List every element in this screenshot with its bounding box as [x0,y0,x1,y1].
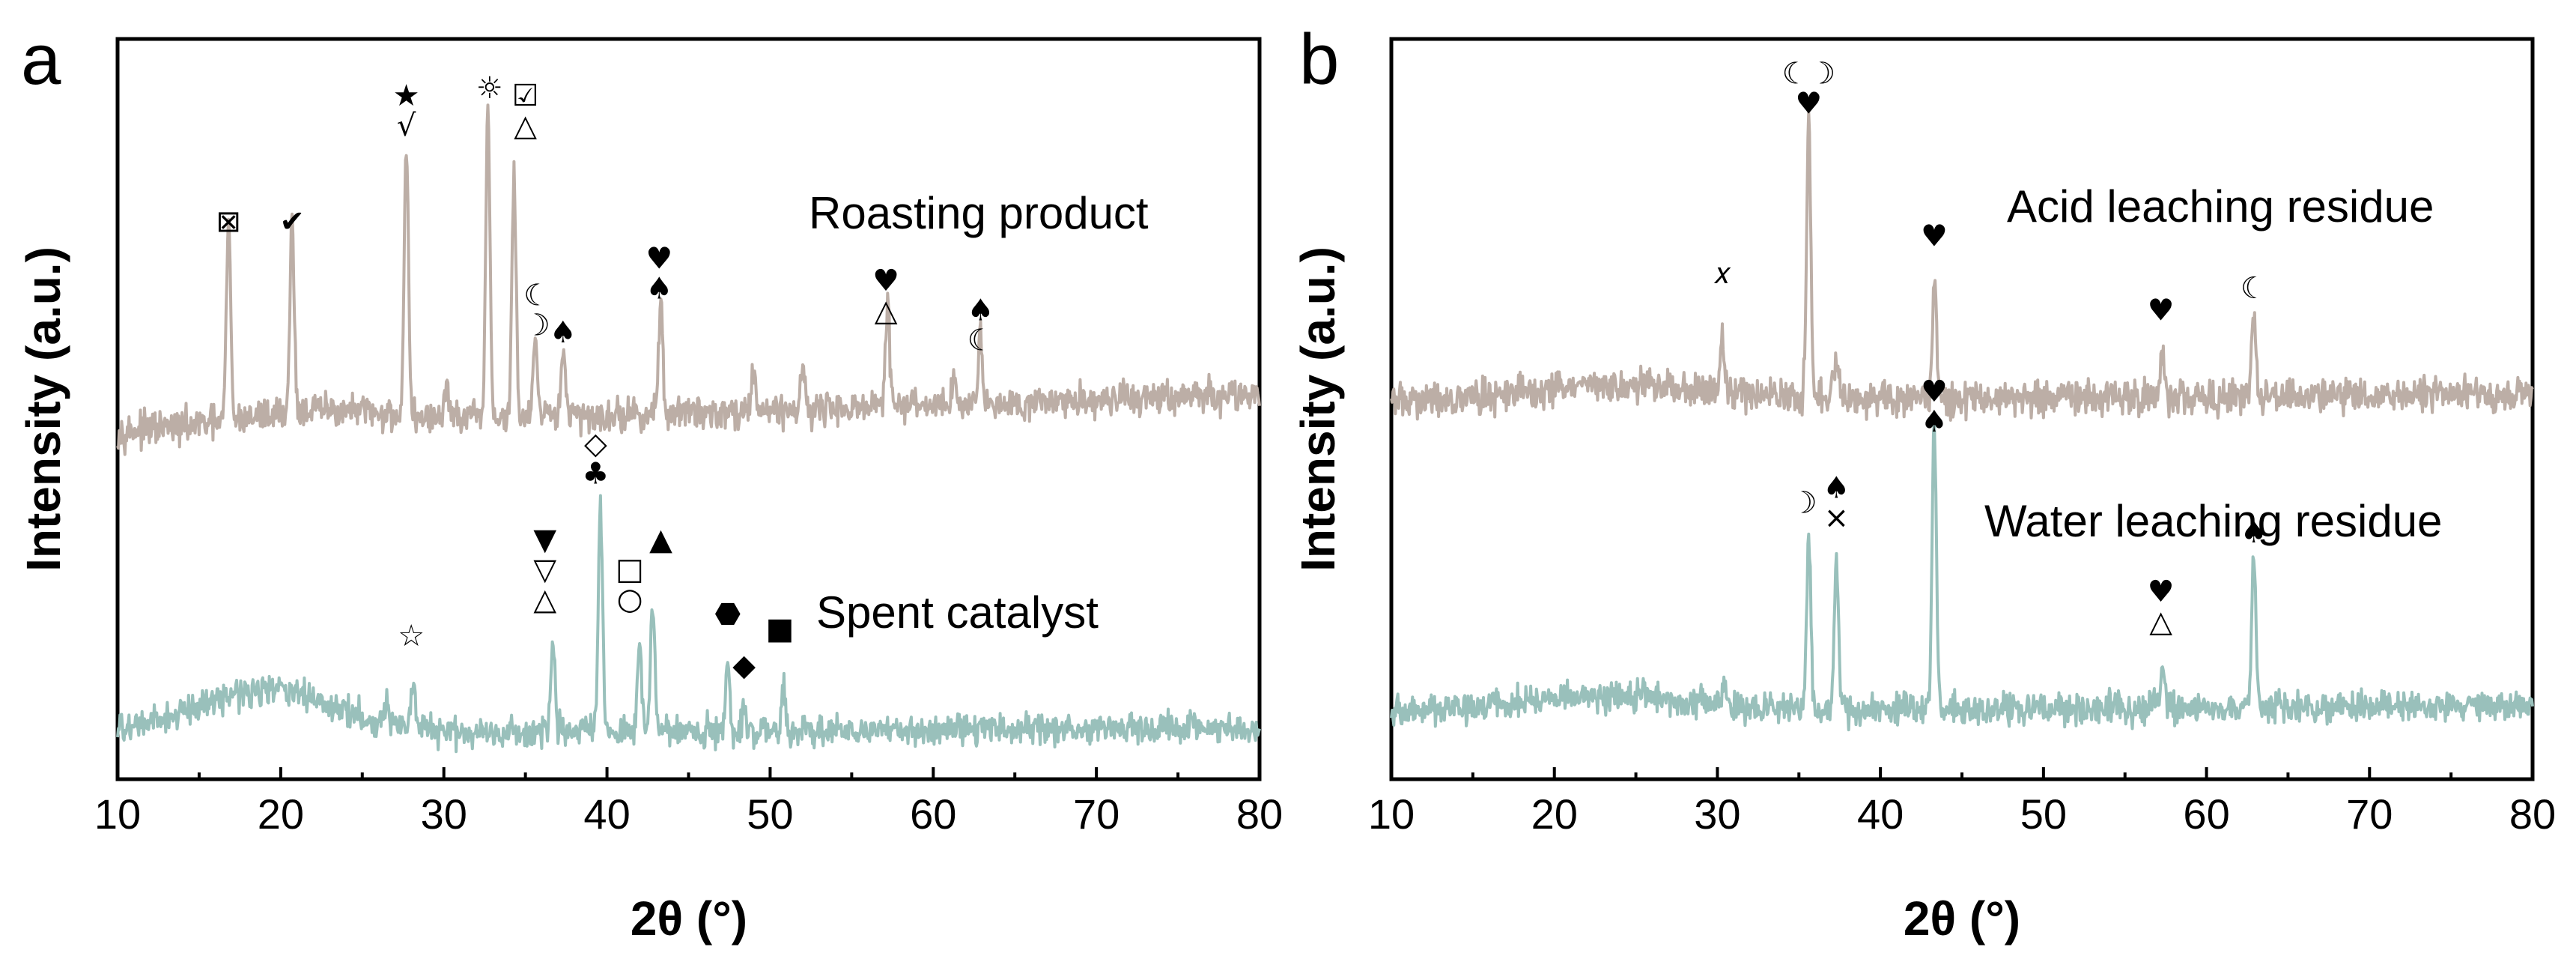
panel-a-traces [116,103,1261,754]
x-tick-label: 80 [2509,790,2556,838]
panel-a-series-label-roasting: Roasting product [809,188,1149,238]
panel-b: b Intensity (a.u.) 2θ (°) Acid leaching … [1291,19,2556,946]
peak-marker: ♠ [2241,515,2267,550]
peak-marker: ☽ [523,309,550,343]
panel-b-ticks: 10 20 30 40 50 60 70 80 [1368,767,2556,838]
x-tick-label: 60 [2183,790,2229,838]
peak-marker: ☾ [967,323,994,357]
peak-marker: ♥ [1921,220,1948,254]
peak-marker: 𝑥 [1714,256,1731,291]
peak-marker: ♥ [645,241,672,276]
peak-marker: ♥ [2148,293,2175,327]
x-tick-label: 50 [2020,790,2067,838]
panel-b-series-label-water: Water leaching residue [1984,496,2442,546]
peak-marker: ▽ [533,553,556,587]
peak-marker: ♥ [2148,575,2175,609]
panel-b-series-label-acid: Acid leaching residue [2007,181,2434,232]
panel-b-markers: 𝑥☾☽♥♥♥☾☽ ♠×♥♠♥△♠ [1714,56,2267,639]
peak-marker: ☆ [398,619,425,653]
x-tick-label: 70 [1073,790,1120,838]
peak-marker: ♥ [1921,375,1948,409]
peak-marker: ♠ [550,315,577,350]
panel-b-letter: b [1299,19,1339,100]
series-line-roasting-product [116,103,1261,456]
panel-a-markers: ⊠ ✔★√☼ ☑△☾☽♠♥♠ ♥△ ♠☾☆▼▽△◇♣□○▲⬣◆■ [216,71,994,683]
x-tick-label: 20 [1531,790,1578,838]
series-line-water-leaching-residue [1390,419,2534,732]
panel-b-x-axis-label: 2θ (°) [1904,892,2020,946]
x-tick-label: 40 [583,790,630,838]
x-tick-label: 20 [258,790,304,838]
peak-marker: ○ [617,582,643,617]
peak-marker: √ [397,109,416,143]
panel-a-ticks: 10 20 30 40 50 60 70 80 [94,767,1283,838]
panel-a-y-axis-label: Intensity (a.u.) [16,246,70,572]
panel-a: a Intensity (a.u.) 2θ (°) Roasting produ… [16,19,1283,946]
panel-b-y-axis-label: Intensity (a.u.) [1291,246,1345,572]
peak-marker: ☾ [2241,271,2267,306]
peak-marker: ♥ [1795,86,1822,121]
peak-marker: △ [2149,605,2172,639]
peak-marker: △ [875,294,898,328]
x-tick-label: 40 [1857,790,1904,838]
peak-marker: ♥ [872,264,899,298]
peak-marker: × [1824,501,1850,536]
peak-marker: ☑ [512,79,539,113]
peak-marker: ♣ [582,456,609,491]
peak-marker: ■ [766,611,795,646]
peak-marker: ⬣ [714,597,741,632]
peak-marker: △ [514,109,537,143]
peak-marker: ★ [393,79,420,113]
panel-a-x-axis-label: 2θ (°) [631,892,747,946]
panel-b-traces [1390,110,2534,732]
x-tick-label: 30 [1694,790,1740,838]
series-line-spent-catalyst [116,494,1261,754]
x-tick-label: 80 [1236,790,1283,838]
panel-a-series-label-spent: Spent catalyst [816,587,1099,638]
peak-marker: ⊠ [216,205,241,239]
peak-marker: ☾☽ [1781,56,1835,91]
x-tick-label: 10 [94,790,141,838]
series-line-acid-leaching-residue [1390,110,2534,422]
panel-a-letter: a [21,19,61,100]
peak-marker: □ [616,552,644,587]
peak-marker: △ [533,583,556,617]
peak-marker: ☽ [1790,485,1817,520]
peak-marker: ☼ [476,71,503,106]
peak-marker: ♠ [967,293,994,327]
x-tick-label: 30 [421,790,467,838]
peak-marker: ♠ [1823,471,1850,506]
x-tick-label: 50 [747,790,793,838]
x-tick-label: 10 [1368,790,1415,838]
x-tick-label: 70 [2346,790,2393,838]
peak-marker: ◆ [732,649,756,683]
peak-marker: ☾ [523,279,550,313]
peak-marker: ▼ [533,523,556,557]
peak-marker: ▲ [649,523,672,557]
peak-marker: ♠ [645,271,672,306]
peak-marker: ♠ [1921,405,1948,439]
x-tick-label: 60 [910,790,956,838]
peak-marker: ◇ [584,426,607,461]
peak-marker: ✔ [279,205,305,239]
